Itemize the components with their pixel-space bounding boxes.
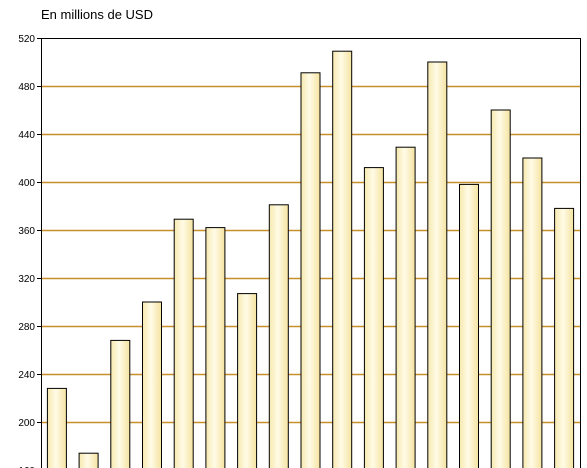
y-tick-labels: 160 200 240 280 320 360 400 440 480 520: [18, 34, 35, 468]
y-tick-label: 400: [18, 178, 35, 189]
axes: [37, 38, 581, 468]
y-tick-label: 280: [18, 322, 35, 333]
bar: [522, 157, 543, 468]
bar: [300, 72, 321, 468]
bar: [46, 387, 67, 468]
bar: [395, 146, 416, 468]
bar: [237, 293, 258, 468]
y-tick-label: 320: [18, 274, 35, 285]
bar: [554, 207, 575, 468]
y-tick-label: 360: [18, 226, 35, 237]
bars: [46, 50, 575, 468]
bar: [459, 183, 479, 468]
bar: [363, 167, 384, 468]
bar: [142, 301, 162, 468]
y-axis-unit-label: En millions de USD: [41, 7, 153, 22]
y-tick-label: 240: [18, 370, 35, 381]
y-tick-label: 520: [18, 34, 35, 45]
y-tick-label: 160: [18, 466, 35, 468]
bar: [205, 227, 226, 468]
bar: [110, 339, 131, 468]
y-tick-label: 200: [18, 418, 35, 429]
bar: [268, 204, 289, 468]
y-tick-label: 440: [18, 130, 35, 141]
bar: [173, 218, 194, 468]
bar: [332, 50, 353, 468]
y-tick-label: 480: [18, 82, 35, 93]
bar: [427, 61, 448, 468]
bar: [490, 109, 511, 468]
bar: [78, 452, 99, 468]
